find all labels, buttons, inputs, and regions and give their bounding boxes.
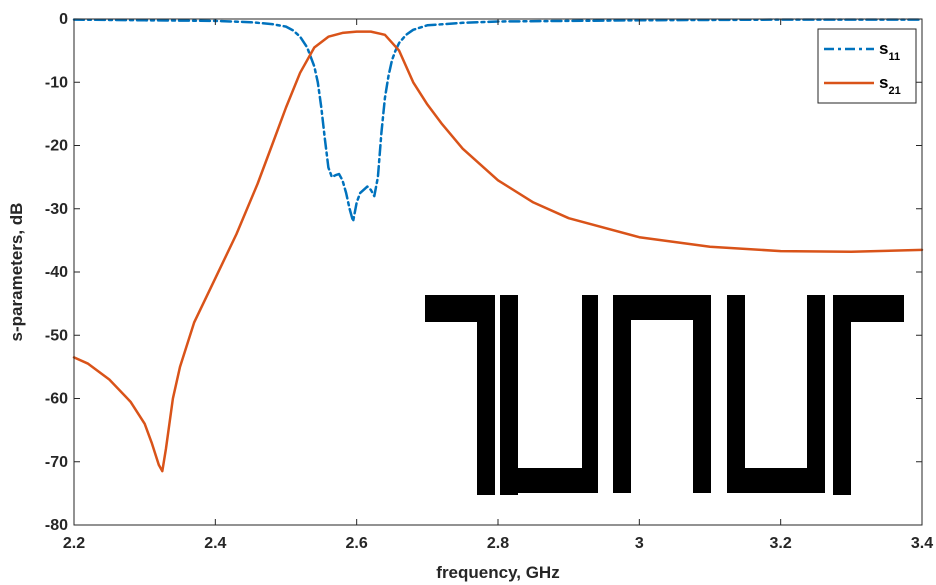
y-tick-label: -30 <box>45 201 68 218</box>
axes-layer: 2.2 2.4 2.6 2.8 3 3.2 3.4 0 -10 -20 -30 -40 -50 -60 -7… <box>45 11 933 552</box>
y-tick-label: -20 <box>45 138 68 155</box>
plot-area <box>74 19 922 525</box>
y-axis-label: s-parameters, dB <box>7 203 26 342</box>
x-tick-label: 2.4 <box>204 535 226 552</box>
series-layer <box>72 18 924 473</box>
y-tick-label: -10 <box>45 74 68 91</box>
plot-frame <box>73 18 923 526</box>
y-tick-label: -60 <box>45 391 68 408</box>
y-tick-label: -50 <box>45 327 68 344</box>
legend: s11 s21 <box>817 28 917 104</box>
x-tick-label: 2.6 <box>346 535 368 552</box>
legend-label-s11: s11 <box>879 39 900 63</box>
x-tick-label: 3 <box>635 535 644 552</box>
y-tick-label: -40 <box>45 264 68 281</box>
x-tick-label: 2.8 <box>487 535 509 552</box>
x-tick-label: 3.2 <box>770 535 792 552</box>
series-line-s21 <box>72 30 924 473</box>
resonator-layout-graphic <box>425 295 904 495</box>
y-tick-label: -70 <box>45 454 68 471</box>
x-tick-label: 2.2 <box>63 535 85 552</box>
y-tick-label: -80 <box>45 517 68 534</box>
series-line-s11 <box>72 18 924 223</box>
legend-box <box>817 28 917 104</box>
x-tick-label: 3.4 <box>911 535 933 552</box>
y-tick-label: 0 <box>59 11 68 28</box>
x-axis-label: frequency, GHz <box>436 563 559 582</box>
legend-label-s21: s21 <box>879 73 901 97</box>
